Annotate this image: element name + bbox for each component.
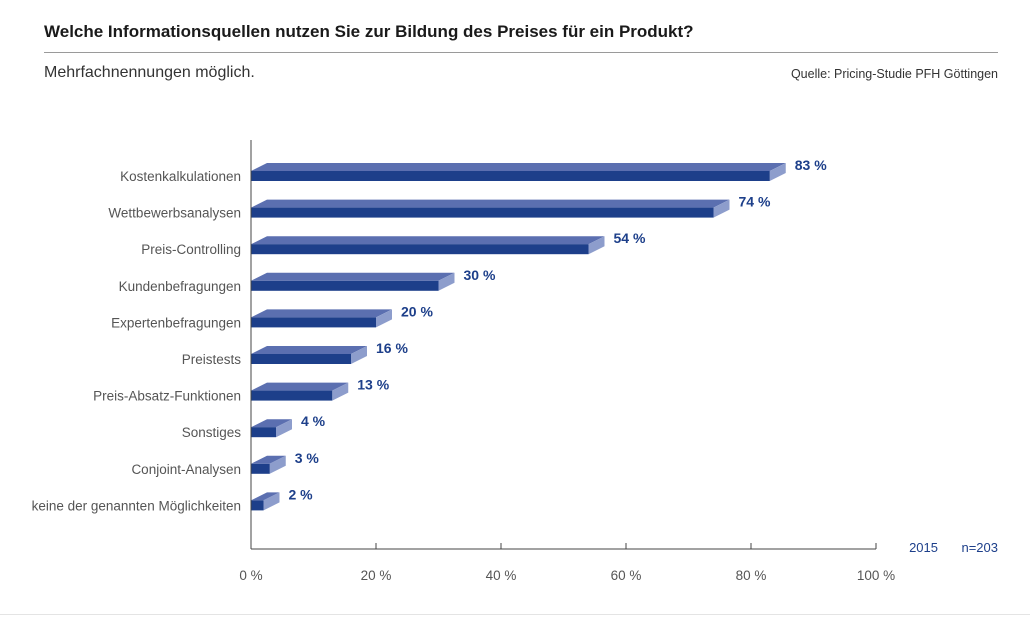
bar-side-kundenbefragungen — [438, 272, 455, 291]
bottom-divider — [0, 614, 1030, 615]
category-label-preistests: Preistests — [182, 352, 242, 367]
bar-preis-controlling — [251, 244, 589, 255]
value-label-keine-der-genannten-möglichkeiten: 2 % — [289, 486, 314, 502]
bar-top-preis-controlling — [251, 236, 605, 245]
value-label-conjoint-analysen: 3 % — [295, 450, 320, 466]
bar-top-kundenbefragungen — [251, 272, 455, 281]
category-label-keine-der-genannten-möglichkeiten: keine der genannten Möglichkeiten — [32, 498, 241, 513]
chart-title: Welche Informationsquellen nutzen Sie zu… — [44, 22, 694, 41]
x-axis: 0 % 20 % 40 % 60 % 80 % 100 % — [239, 140, 895, 583]
category-label-sonstiges: Sonstiges — [182, 425, 242, 440]
bar-side-conjoint-analysen — [269, 455, 286, 474]
category-label-kundenbefragungen: Kundenbefragungen — [119, 279, 241, 294]
bar-kostenkalkulationen — [251, 171, 770, 181]
value-label-preis-absatz-funktionen: 13 % — [357, 377, 389, 393]
bar-side-preistests — [351, 346, 367, 364]
value-label-kundenbefragungen: 30 % — [464, 267, 496, 283]
category-label-expertenbefragungen: Expertenbefragungen — [111, 315, 241, 330]
value-label-kostenkalkulationen: 83 % — [795, 157, 827, 173]
title-divider — [44, 52, 998, 53]
bar-top-wettbewerbsanalysen — [251, 199, 730, 208]
year-note: 2015 — [909, 540, 938, 555]
value-label-preistests: 16 % — [376, 340, 408, 356]
category-label-kostenkalkulationen: Kostenkalkulationen — [120, 169, 241, 184]
bar-keine-der-genannten-möglichkeiten — [251, 500, 264, 511]
x-tick-label: 40 % — [486, 568, 517, 583]
chart-subtitle: Mehrfachnennungen möglich. — [44, 64, 255, 81]
bar-sonstiges — [251, 427, 276, 438]
bar-top-expertenbefragungen — [251, 309, 392, 318]
value-label-preis-controlling: 54 % — [614, 230, 646, 246]
category-label-wettbewerbsanalysen: Wettbewerbsanalysen — [108, 206, 241, 221]
bar-top-kostenkalkulationen — [251, 163, 786, 171]
bar-top-preis-absatz-funktionen — [251, 382, 349, 391]
category-label-preis-absatz-funktionen: Preis-Absatz-Funktionen — [93, 389, 241, 404]
bar-wettbewerbsanalysen — [251, 207, 714, 218]
x-tick-label: 100 % — [857, 568, 895, 583]
bar-side-sonstiges — [276, 419, 292, 438]
bar-side-wettbewerbsanalysen — [713, 199, 730, 218]
value-label-expertenbefragungen: 20 % — [401, 303, 433, 319]
source-note: Quelle: Pricing-Studie PFH Göttingen — [790, 67, 998, 81]
bar-kundenbefragungen — [251, 280, 439, 291]
sample-size-note: n=203 — [961, 540, 998, 555]
bar-side-kostenkalkulationen — [769, 163, 786, 181]
x-tick-label: 60 % — [611, 568, 642, 583]
bar-top-sonstiges — [251, 419, 292, 428]
bars-group: Kostenkalkulationen 83 % Wettbewerbsanalys… — [32, 157, 828, 513]
category-label-preis-controlling: Preis-Controlling — [141, 242, 241, 257]
bar-preis-absatz-funktionen — [251, 390, 333, 401]
bar-top-conjoint-analysen — [251, 455, 286, 464]
category-label-conjoint-analysen: Conjoint-Analysen — [131, 462, 241, 477]
bar-side-expertenbefragungen — [376, 309, 392, 328]
x-tick-label: 20 % — [361, 568, 392, 583]
bar-conjoint-analysen — [251, 463, 270, 474]
value-label-sonstiges: 4 % — [301, 413, 326, 429]
bar-expertenbefragungen — [251, 317, 376, 328]
bar-side-preis-controlling — [588, 236, 605, 255]
bar-side-preis-absatz-funktionen — [332, 382, 349, 401]
bar-preistests — [251, 354, 351, 364]
bar-top-keine-der-genannten-möglichkeiten — [251, 492, 280, 501]
value-label-wettbewerbsanalysen: 74 % — [739, 194, 771, 210]
bar-top-preistests — [251, 346, 367, 354]
x-tick-label: 0 % — [239, 568, 262, 583]
bar-side-keine-der-genannten-möglichkeiten — [263, 492, 280, 511]
x-tick-label: 80 % — [736, 568, 767, 583]
